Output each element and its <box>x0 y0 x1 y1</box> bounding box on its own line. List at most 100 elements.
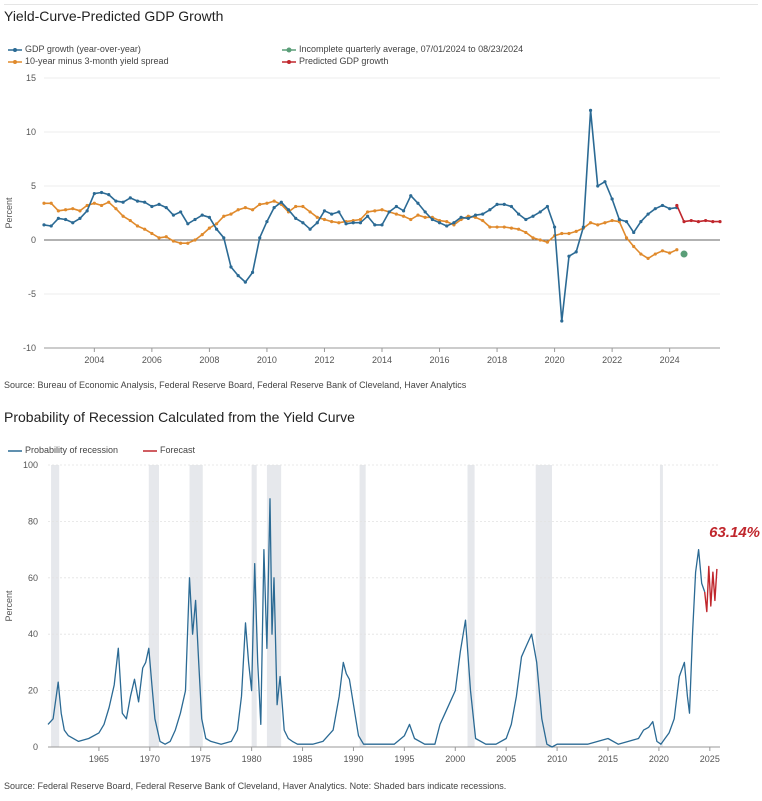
gdp-series-point <box>639 220 643 224</box>
y-axis-label: Percent <box>4 197 14 229</box>
spread-series-point <box>265 201 269 205</box>
y-tick-label: 5 <box>31 181 36 191</box>
gdp-series-point <box>164 206 168 210</box>
legend-gdp-swatch <box>8 47 22 52</box>
chart2-source: Source: Federal Reserve Board, Federal R… <box>4 781 507 791</box>
gdp-series-point <box>459 215 463 219</box>
spread-series-point <box>200 233 204 237</box>
x-tick-label: 1970 <box>140 754 160 764</box>
gdp-series-point <box>330 212 334 216</box>
gdp-series-point <box>322 209 327 213</box>
gdp-series-point <box>56 216 60 220</box>
legend-gdp: GDP growth (year-over-year) <box>8 44 141 54</box>
spread-series-point <box>143 227 147 231</box>
legend-forecast: Forecast <box>143 445 195 455</box>
spread-series-point <box>114 207 118 211</box>
spread-series-point <box>488 225 492 229</box>
gdp-series-point <box>617 217 621 222</box>
x-tick-label: 2006 <box>142 355 162 365</box>
spread-series-point <box>588 221 593 225</box>
x-tick-label: 1965 <box>89 754 109 764</box>
spread-series-point <box>366 210 370 214</box>
legend-incomplete-swatch <box>282 47 296 53</box>
legend-predicted-swatch <box>282 59 296 64</box>
spread-series-point <box>308 210 312 214</box>
gdp-series-point <box>567 254 571 258</box>
spread-series-point <box>222 214 226 218</box>
spread-series-point <box>560 231 564 236</box>
y-tick-label: -10 <box>23 343 36 353</box>
spread-series-point <box>193 238 197 242</box>
spread-series-point <box>78 209 82 213</box>
spread-series-point <box>481 218 485 223</box>
gdp-series-point <box>423 210 427 214</box>
gdp-series-point <box>509 204 514 209</box>
gdp-series-point <box>286 208 291 212</box>
x-tick-label: 2015 <box>598 754 618 764</box>
spread-series-point <box>85 203 89 208</box>
y-tick-label: 0 <box>33 742 38 752</box>
legend-prob: Probability of recession <box>8 445 118 455</box>
recession-bar <box>148 465 159 747</box>
y-axis-label: Percent <box>4 590 14 622</box>
gdp-series-point <box>92 191 96 196</box>
x-tick-label: 2025 <box>700 754 720 764</box>
spread-series-point <box>545 240 550 244</box>
gdp-series-point <box>502 202 506 206</box>
spread-series-point <box>509 226 514 230</box>
spread-series-point <box>164 235 168 239</box>
probability-series-line <box>47 498 706 748</box>
legend-prob-swatch <box>8 449 22 452</box>
gdp-series-point <box>358 221 363 225</box>
spread-series-point <box>157 236 161 240</box>
gdp-series-point <box>49 224 53 228</box>
y-tick-label: 10 <box>26 127 36 137</box>
x-tick-label: 2014 <box>372 355 392 365</box>
chart1-source: Source: Bureau of Economic Analysis, Fed… <box>4 380 467 390</box>
predicted-series-point <box>675 203 679 208</box>
spread-series-point <box>330 220 334 224</box>
gdp-series-point <box>531 214 535 218</box>
gdp-series-point <box>545 204 550 209</box>
gdp-series-point <box>560 319 564 323</box>
gdp-series-point <box>488 208 492 212</box>
spread-series-point <box>531 236 535 240</box>
spread-series-point <box>107 200 111 204</box>
x-tick-label: 2024 <box>660 355 680 365</box>
gdp-series-point <box>452 221 456 225</box>
legend-spread: 10-year minus 3-month yield spread <box>8 56 169 66</box>
x-tick-label: 1995 <box>394 754 414 764</box>
spread-series-point <box>49 201 53 205</box>
gdp-series-point <box>538 210 542 214</box>
gdp-series-point <box>473 213 478 217</box>
spread-series-point <box>524 230 528 235</box>
x-tick-label: 2010 <box>547 754 567 764</box>
predicted-series-line <box>676 205 720 223</box>
gdp-series-point <box>135 199 140 203</box>
incomplete-average-point <box>680 250 688 258</box>
spread-series-point <box>99 203 104 208</box>
y-tick-label: 60 <box>28 573 38 583</box>
x-tick-label: 2008 <box>199 355 219 365</box>
gdp-series-point <box>71 221 75 225</box>
spread-series-point <box>214 222 219 226</box>
predicted-series-point <box>689 218 693 223</box>
recession-bar <box>51 465 60 747</box>
gdp-series-point <box>85 209 89 213</box>
spread-series-point <box>596 223 600 227</box>
x-tick-label: 1985 <box>293 754 313 764</box>
gdp-series-point <box>524 217 528 222</box>
y-tick-label: 0 <box>31 235 36 245</box>
legend-incomplete-label: Incomplete quarterly average, 07/01/2024… <box>299 44 524 54</box>
gdp-series-point <box>337 210 341 214</box>
gdp-series-point <box>646 212 650 216</box>
y-tick-label: 80 <box>28 516 38 526</box>
spread-series-point <box>445 220 449 224</box>
gdp-series-point <box>265 220 269 224</box>
spread-series-point <box>502 225 506 229</box>
predicted-series-point <box>696 220 701 224</box>
gdp-series-point <box>660 203 665 208</box>
x-tick-label: 2022 <box>602 355 622 365</box>
spread-series-point <box>646 256 650 260</box>
spread-series-point <box>236 208 240 212</box>
